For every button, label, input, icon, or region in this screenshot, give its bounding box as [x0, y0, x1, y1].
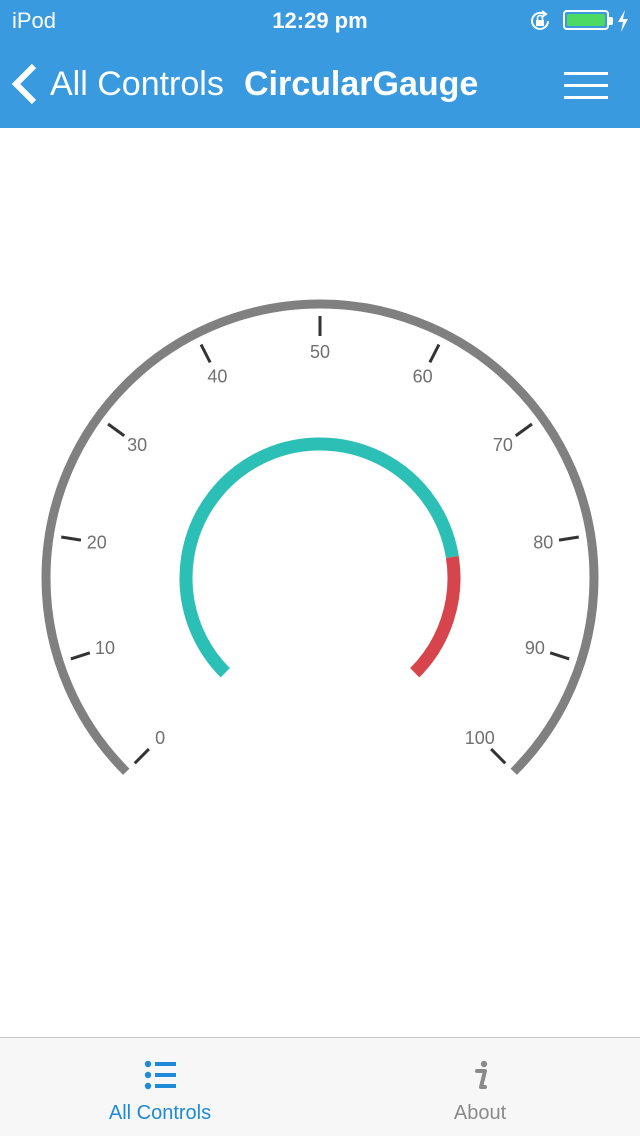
back-button[interactable]: All Controls [10, 60, 224, 108]
navigation-bar: All Controls CircularGauge [0, 40, 640, 128]
gauge-range [179, 437, 459, 678]
back-button-label: All Controls [50, 64, 224, 103]
gauge-tick [428, 343, 441, 364]
gauge-tick [107, 422, 126, 437]
page-title: CircularGauge [244, 65, 479, 103]
gauge-tick [549, 651, 570, 661]
gauge-tick-label: 10 [95, 638, 115, 658]
charging-bolt-icon [618, 10, 628, 32]
gauge-tick-label: 80 [533, 533, 553, 553]
gauge-tick-label: 50 [310, 342, 330, 362]
list-icon [144, 1060, 176, 1090]
gauge-tick [490, 748, 507, 765]
gauge-tick-label: 90 [525, 638, 545, 658]
tab-about-label: About [453, 1102, 507, 1124]
circular-gauge: 0 10 20 30 40 50 60 70 80 90 100 [41, 299, 599, 775]
hamburger-menu-icon[interactable] [556, 66, 616, 106]
chevron-left-icon [11, 63, 37, 105]
gauge-tick [70, 651, 91, 661]
carrier-label: iPod [12, 8, 57, 33]
gauge-tick-label: 0 [155, 728, 165, 748]
gauge-tick-label: 30 [127, 435, 147, 455]
tab-all-controls[interactable]: All Controls [0, 1038, 320, 1137]
tab-all-controls-label: All Controls [108, 1102, 212, 1124]
gauge-tick [133, 748, 150, 765]
tab-about[interactable]: About [320, 1038, 640, 1137]
gauge-tick [558, 535, 580, 542]
tab-bar: All Controls About [0, 1037, 640, 1136]
gauge-tick [60, 535, 82, 542]
gauge-view: 0 10 20 30 40 50 60 70 80 90 100 [0, 128, 640, 1037]
top-bar: iPod 12:29 pm All Controls CircularGauge [0, 0, 640, 128]
gauge-tick-label: 100 [465, 728, 495, 748]
gauge-tick [514, 422, 533, 437]
gauge-tick [199, 343, 212, 364]
gauge-tick-label: 70 [493, 435, 513, 455]
status-time: 12:29 pm [272, 8, 368, 33]
gauge-rim [41, 299, 599, 775]
info-icon [475, 1060, 488, 1089]
gauge-tick-label: 40 [207, 367, 227, 387]
status-bar: iPod 12:29 pm [0, 0, 640, 40]
gauge-tick-label: 60 [413, 367, 433, 387]
battery-fill [567, 14, 605, 26]
gauge-tick-label: 20 [87, 533, 107, 553]
gauge-range [410, 556, 461, 678]
battery-icon [563, 10, 613, 30]
rotation-lock-icon [531, 10, 549, 30]
